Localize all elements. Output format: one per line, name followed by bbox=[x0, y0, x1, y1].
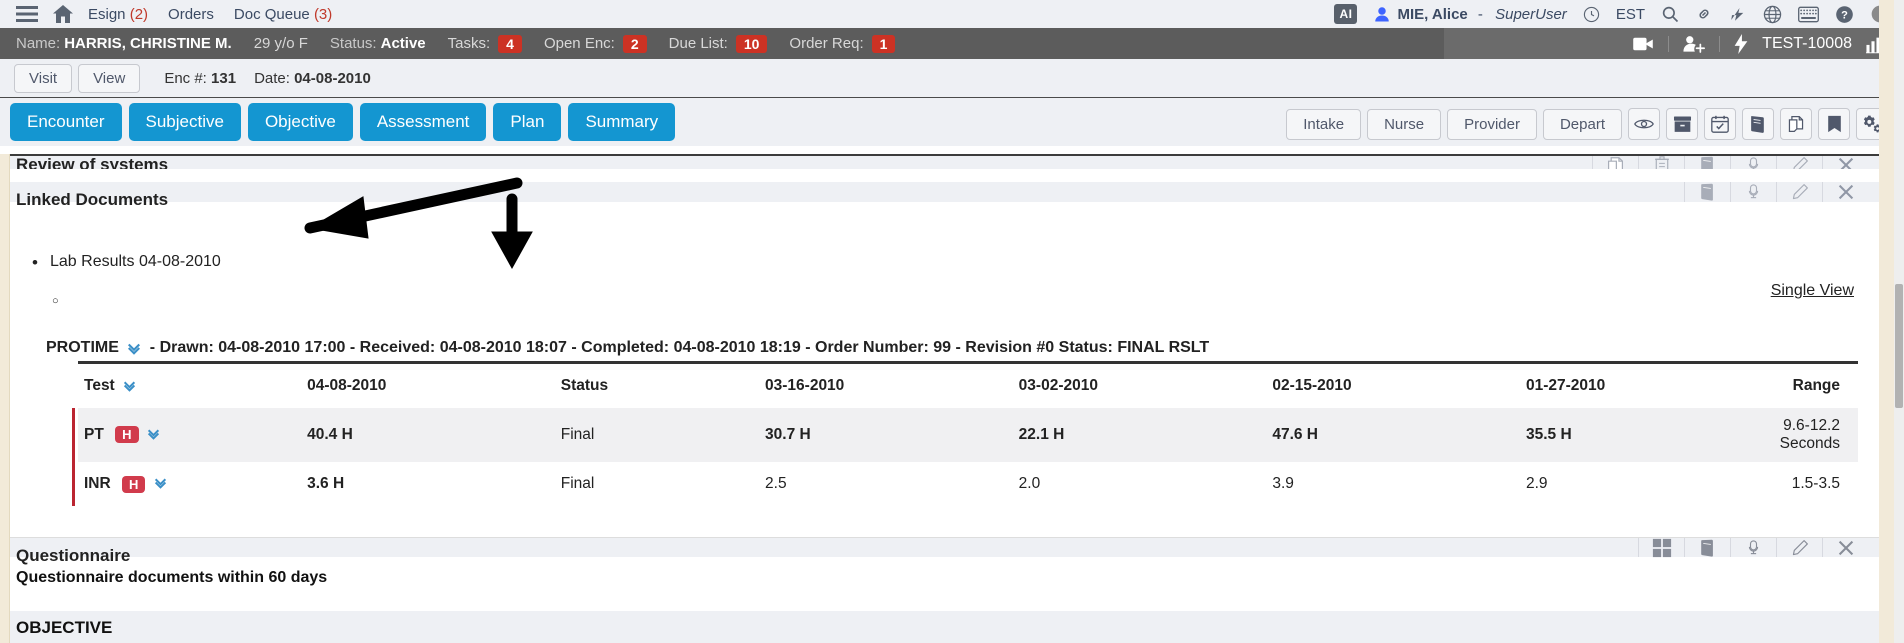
svg-text:?: ? bbox=[1841, 9, 1848, 21]
